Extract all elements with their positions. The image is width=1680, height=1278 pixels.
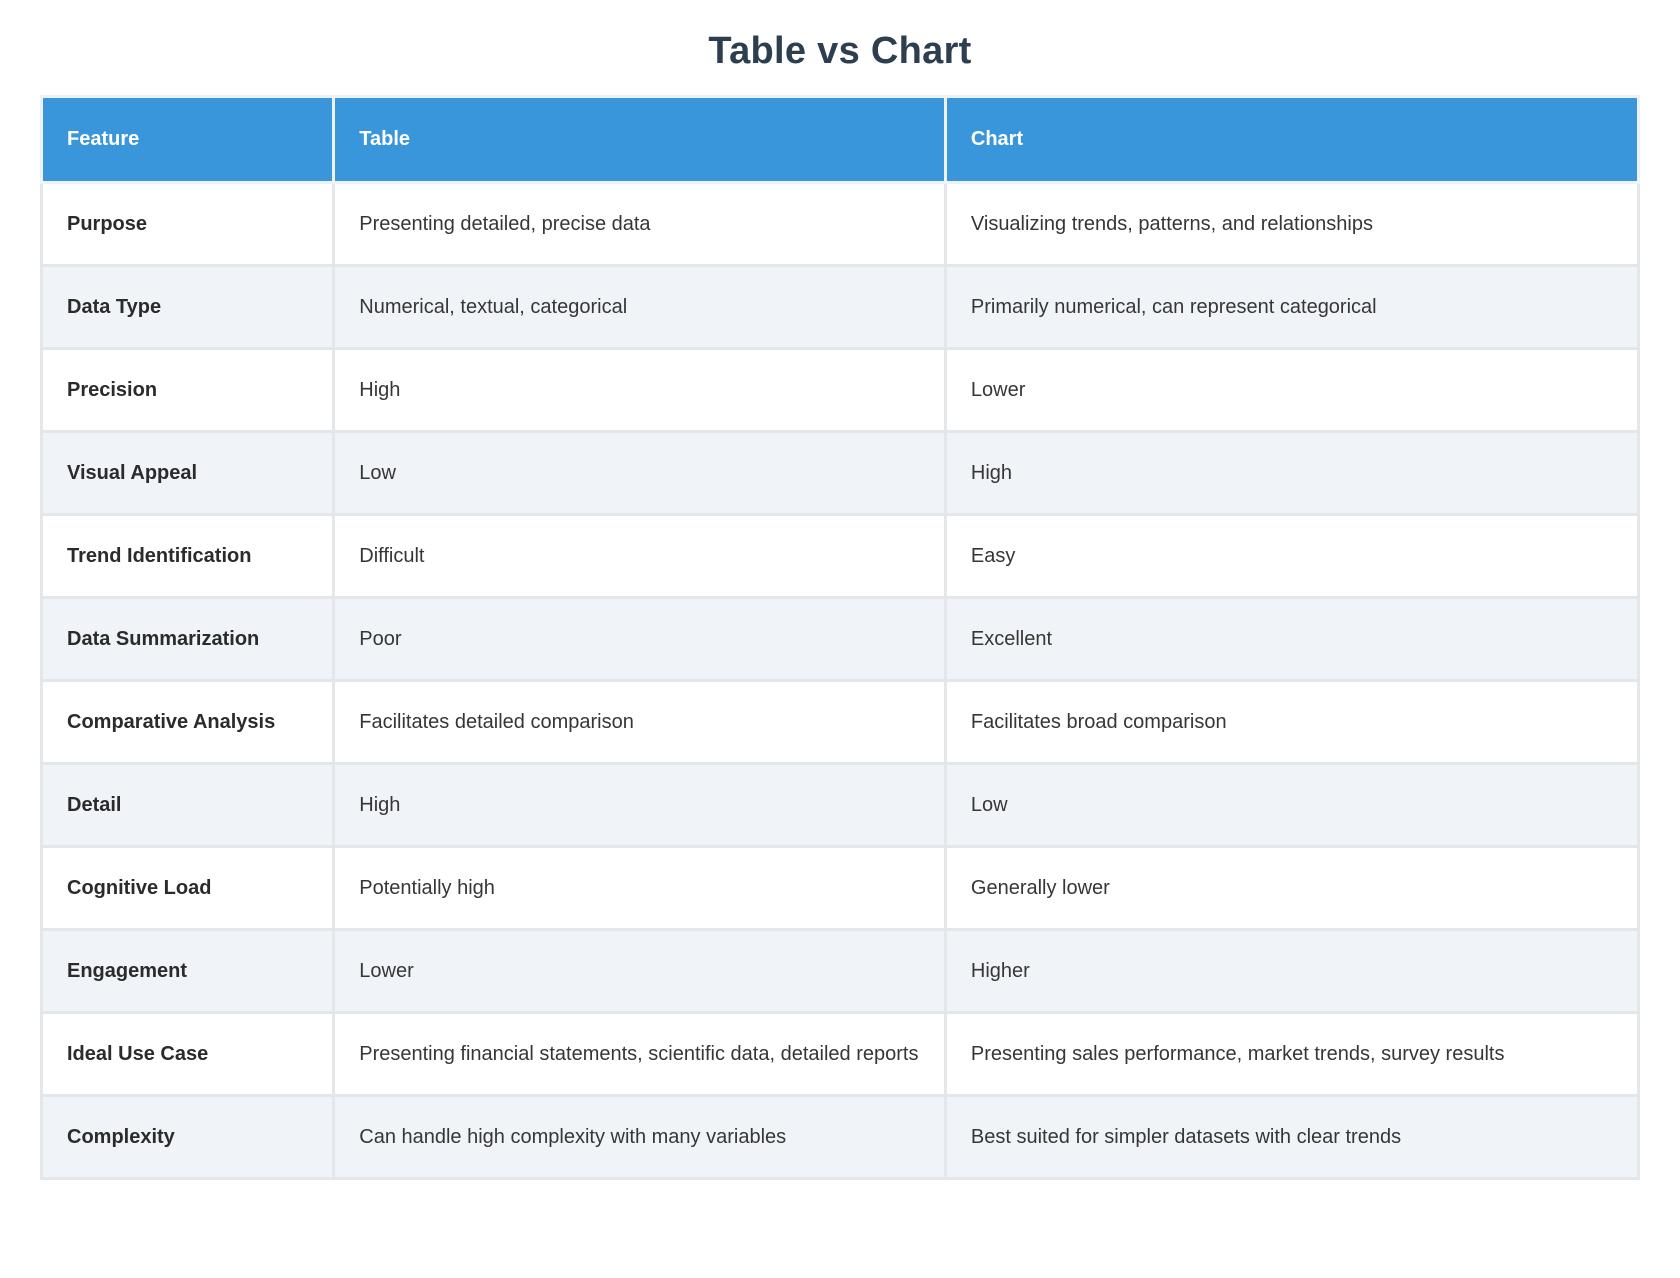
table-value-cell: High — [332, 347, 947, 433]
table-row: Complexity Can handle high complexity wit… — [39, 1094, 1641, 1180]
table-value-cell: High — [332, 762, 947, 848]
table-value-cell: Difficult — [332, 513, 947, 599]
table-row: Comparative Analysis Facilitates detailed… — [39, 679, 1641, 765]
chart-value-cell: Lower — [943, 347, 1641, 433]
feature-cell: Complexity — [39, 1094, 336, 1180]
table-row: Visual Appeal Low High — [39, 430, 1641, 516]
feature-cell: Ideal Use Case — [39, 1011, 336, 1097]
chart-value-cell: Primarily numerical, can represent categ… — [943, 264, 1641, 350]
table-value-cell: Presenting detailed, precise data — [332, 181, 947, 267]
chart-value-cell: High — [943, 430, 1641, 516]
feature-cell: Detail — [39, 762, 336, 848]
page-title: Table vs Chart — [708, 30, 972, 72]
table-value-cell: Can handle high complexity with many var… — [332, 1094, 947, 1180]
table-value-cell: Poor — [332, 596, 947, 682]
chart-value-cell: Generally lower — [943, 845, 1641, 931]
table-row: Engagement Lower Higher — [39, 928, 1641, 1014]
feature-cell: Comparative Analysis — [39, 679, 336, 765]
chart-value-cell: Presenting sales performance, market tre… — [943, 1011, 1641, 1097]
column-header: Table — [332, 95, 947, 184]
table-body: Purpose Presenting detailed, precise data… — [39, 181, 1641, 1180]
table-row: Data Type Numerical, textual, categorical… — [39, 264, 1641, 350]
table-row: Detail High Low — [39, 762, 1641, 848]
feature-cell: Trend Identification — [39, 513, 336, 599]
feature-cell: Visual Appeal — [39, 430, 336, 516]
page-container: Table vs Chart Feature Table Chart Purpose… — [0, 30, 1680, 1180]
chart-value-cell: Facilitates broad comparison — [943, 679, 1641, 765]
header-row: Feature Table Chart — [39, 95, 1641, 184]
table-value-cell: Low — [332, 430, 947, 516]
feature-cell: Cognitive Load — [39, 845, 336, 931]
table-value-cell: Numerical, textual, categorical — [332, 264, 947, 350]
table-value-cell: Facilitates detailed comparison — [332, 679, 947, 765]
chart-value-cell: Easy — [943, 513, 1641, 599]
chart-value-cell: Excellent — [943, 596, 1641, 682]
comparison-table: Feature Table Chart Purpose Presenting deta… — [39, 95, 1641, 1180]
table-row: Cognitive Load Potentially high Generally … — [39, 845, 1641, 931]
table-row: Precision High Lower — [39, 347, 1641, 433]
feature-cell: Purpose — [39, 181, 336, 267]
table-row: Purpose Presenting detailed, precise data… — [39, 181, 1641, 267]
chart-value-cell: Best suited for simpler datasets with cl… — [943, 1094, 1641, 1180]
chart-value-cell: Visualizing trends, patterns, and relati… — [943, 181, 1641, 267]
table-row: Ideal Use Case Presenting financial state… — [39, 1011, 1641, 1097]
table-value-cell: Lower — [332, 928, 947, 1014]
feature-cell: Data Summarization — [39, 596, 336, 682]
table-value-cell: Presenting financial statements, scienti… — [332, 1011, 947, 1097]
column-header: Feature — [39, 95, 336, 184]
feature-cell: Data Type — [39, 264, 336, 350]
table-row: Data Summarization Poor Excellent — [39, 596, 1641, 682]
feature-cell: Engagement — [39, 928, 336, 1014]
feature-cell: Precision — [39, 347, 336, 433]
table-value-cell: Potentially high — [332, 845, 947, 931]
chart-value-cell: Low — [943, 762, 1641, 848]
table-row: Trend Identification Difficult Easy — [39, 513, 1641, 599]
column-header: Chart — [943, 95, 1641, 184]
chart-value-cell: Higher — [943, 928, 1641, 1014]
